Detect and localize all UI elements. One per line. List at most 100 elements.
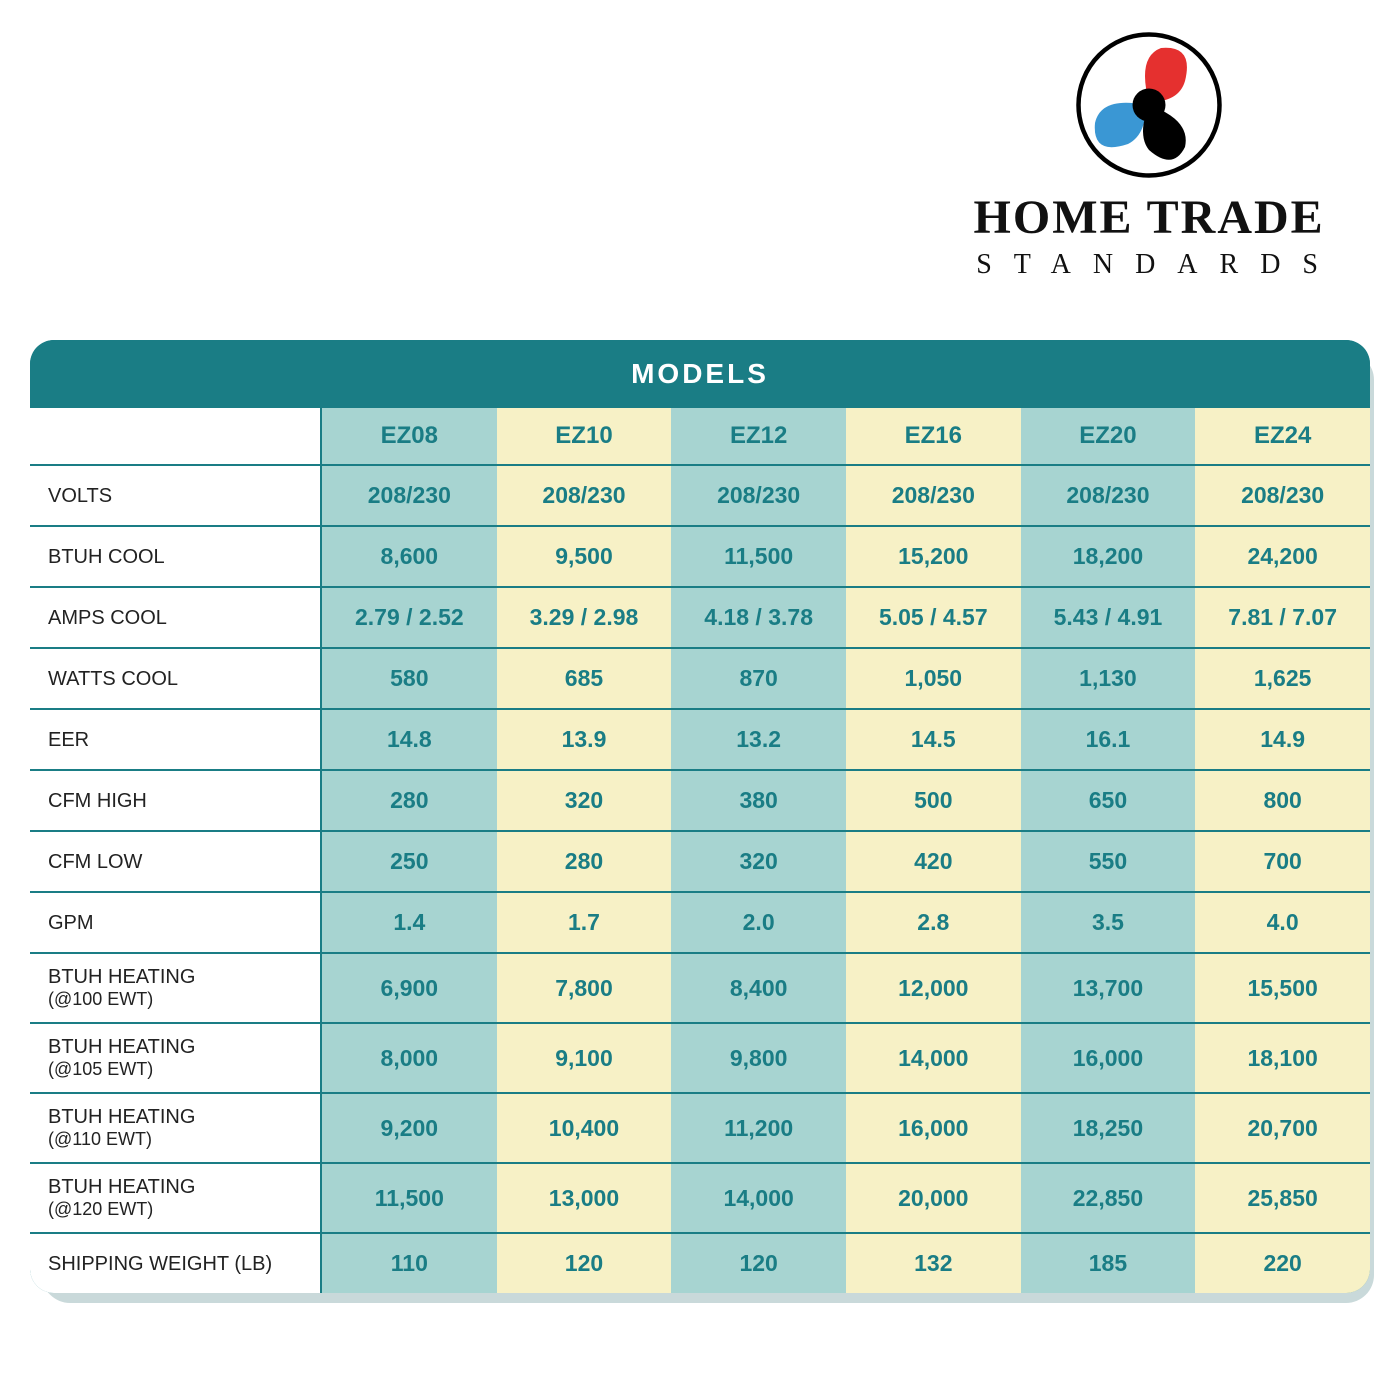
cell: 120	[497, 1234, 672, 1293]
cell: 15,500	[1195, 954, 1370, 1024]
cell: 1,050	[846, 649, 1021, 710]
cell: 18,200	[1021, 527, 1196, 588]
cell: 13,000	[497, 1164, 672, 1234]
cell: 14.8	[322, 710, 497, 771]
col-header: EZ16	[846, 408, 1021, 466]
table-row: BTUH HEATING(@100 EWT)6,9007,8008,40012,…	[30, 954, 1370, 1024]
cell: 132	[846, 1234, 1021, 1293]
row-label: BTUH HEATING(@105 EWT)	[30, 1024, 322, 1094]
cell: 24,200	[1195, 527, 1370, 588]
cell: 18,250	[1021, 1094, 1196, 1164]
cell: 685	[497, 649, 672, 710]
page: HOME TRADE STANDARDS MODELS EZ08 EZ10 EZ…	[0, 0, 1400, 1400]
cell: 16,000	[846, 1094, 1021, 1164]
cell: 800	[1195, 771, 1370, 832]
cell: 22,850	[1021, 1164, 1196, 1234]
col-header: EZ12	[671, 408, 846, 466]
cell: 1.7	[497, 893, 672, 954]
cell: 14,000	[846, 1024, 1021, 1094]
cell: 2.79 / 2.52	[322, 588, 497, 649]
cell: 25,850	[1195, 1164, 1370, 1234]
cell: 1,625	[1195, 649, 1370, 710]
table-row: CFM LOW250280320420550700	[30, 832, 1370, 893]
row-label: BTUH HEATING(@120 EWT)	[30, 1164, 322, 1234]
table-row: GPM1.41.72.02.83.54.0	[30, 893, 1370, 954]
cell: 3.29 / 2.98	[497, 588, 672, 649]
cell: 14,000	[671, 1164, 846, 1234]
cell: 380	[671, 771, 846, 832]
cell: 580	[322, 649, 497, 710]
cell: 110	[322, 1234, 497, 1293]
cell: 420	[846, 832, 1021, 893]
brand-logo-block: HOME TRADE STANDARDS	[958, 30, 1340, 281]
cell: 500	[846, 771, 1021, 832]
cell: 8,400	[671, 954, 846, 1024]
cell: 2.0	[671, 893, 846, 954]
cell: 16.1	[1021, 710, 1196, 771]
cell: 6,900	[322, 954, 497, 1024]
cell: 320	[671, 832, 846, 893]
table-body: VOLTS208/230208/230208/230208/230208/230…	[30, 466, 1370, 1293]
cell: 280	[322, 771, 497, 832]
col-header: EZ08	[322, 408, 497, 466]
row-label: AMPS COOL	[30, 588, 322, 649]
table-row: SHIPPING WEIGHT (LB)110120120132185220	[30, 1234, 1370, 1293]
cell: 9,500	[497, 527, 672, 588]
cell: 11,500	[322, 1164, 497, 1234]
models-table: MODELS EZ08 EZ10 EZ12 EZ16 EZ20 EZ24 VOL…	[30, 340, 1370, 1293]
cell: 7.81 / 7.07	[1195, 588, 1370, 649]
brand-subtitle: STANDARDS	[958, 249, 1340, 281]
cell: 15,200	[846, 527, 1021, 588]
cell: 208/230	[846, 466, 1021, 527]
cell: 8,000	[322, 1024, 497, 1094]
table-row: BTUH HEATING(@120 EWT)11,50013,00014,000…	[30, 1164, 1370, 1234]
cell: 5.43 / 4.91	[1021, 588, 1196, 649]
cell: 700	[1195, 832, 1370, 893]
cell: 16,000	[1021, 1024, 1196, 1094]
row-label: VOLTS	[30, 466, 322, 527]
table-header-row: EZ08 EZ10 EZ12 EZ16 EZ20 EZ24	[30, 408, 1370, 466]
col-header: EZ24	[1195, 408, 1370, 466]
cell: 320	[497, 771, 672, 832]
cell: 208/230	[322, 466, 497, 527]
table-title: MODELS	[30, 340, 1370, 408]
row-label: EER	[30, 710, 322, 771]
cell: 14.9	[1195, 710, 1370, 771]
cell: 208/230	[1021, 466, 1196, 527]
table-row: BTUH HEATING(@105 EWT)8,0009,1009,80014,…	[30, 1024, 1370, 1094]
cell: 3.5	[1021, 893, 1196, 954]
cell: 10,400	[497, 1094, 672, 1164]
cell: 20,700	[1195, 1094, 1370, 1164]
cell: 1,130	[1021, 649, 1196, 710]
cell: 18,100	[1195, 1024, 1370, 1094]
cell: 650	[1021, 771, 1196, 832]
cell: 2.8	[846, 893, 1021, 954]
cell: 185	[1021, 1234, 1196, 1293]
brand-title: HOME TRADE	[958, 190, 1340, 245]
cell: 120	[671, 1234, 846, 1293]
cell: 20,000	[846, 1164, 1021, 1234]
cell: 4.18 / 3.78	[671, 588, 846, 649]
row-label: CFM HIGH	[30, 771, 322, 832]
cell: 13.2	[671, 710, 846, 771]
cell: 11,500	[671, 527, 846, 588]
cell: 4.0	[1195, 893, 1370, 954]
cell: 1.4	[322, 893, 497, 954]
cell: 8,600	[322, 527, 497, 588]
col-header: EZ20	[1021, 408, 1196, 466]
fan-logo-icon	[1074, 30, 1224, 180]
cell: 550	[1021, 832, 1196, 893]
cell: 5.05 / 4.57	[846, 588, 1021, 649]
row-label: BTUH COOL	[30, 527, 322, 588]
row-label: CFM LOW	[30, 832, 322, 893]
table-row: BTUH COOL8,6009,50011,50015,20018,20024,…	[30, 527, 1370, 588]
cell: 208/230	[1195, 466, 1370, 527]
cell: 280	[497, 832, 672, 893]
cell: 208/230	[497, 466, 672, 527]
row-label: BTUH HEATING(@100 EWT)	[30, 954, 322, 1024]
models-table-container: MODELS EZ08 EZ10 EZ12 EZ16 EZ20 EZ24 VOL…	[30, 340, 1370, 1293]
cell: 12,000	[846, 954, 1021, 1024]
cell: 14.5	[846, 710, 1021, 771]
cell: 7,800	[497, 954, 672, 1024]
col-header: EZ10	[497, 408, 672, 466]
